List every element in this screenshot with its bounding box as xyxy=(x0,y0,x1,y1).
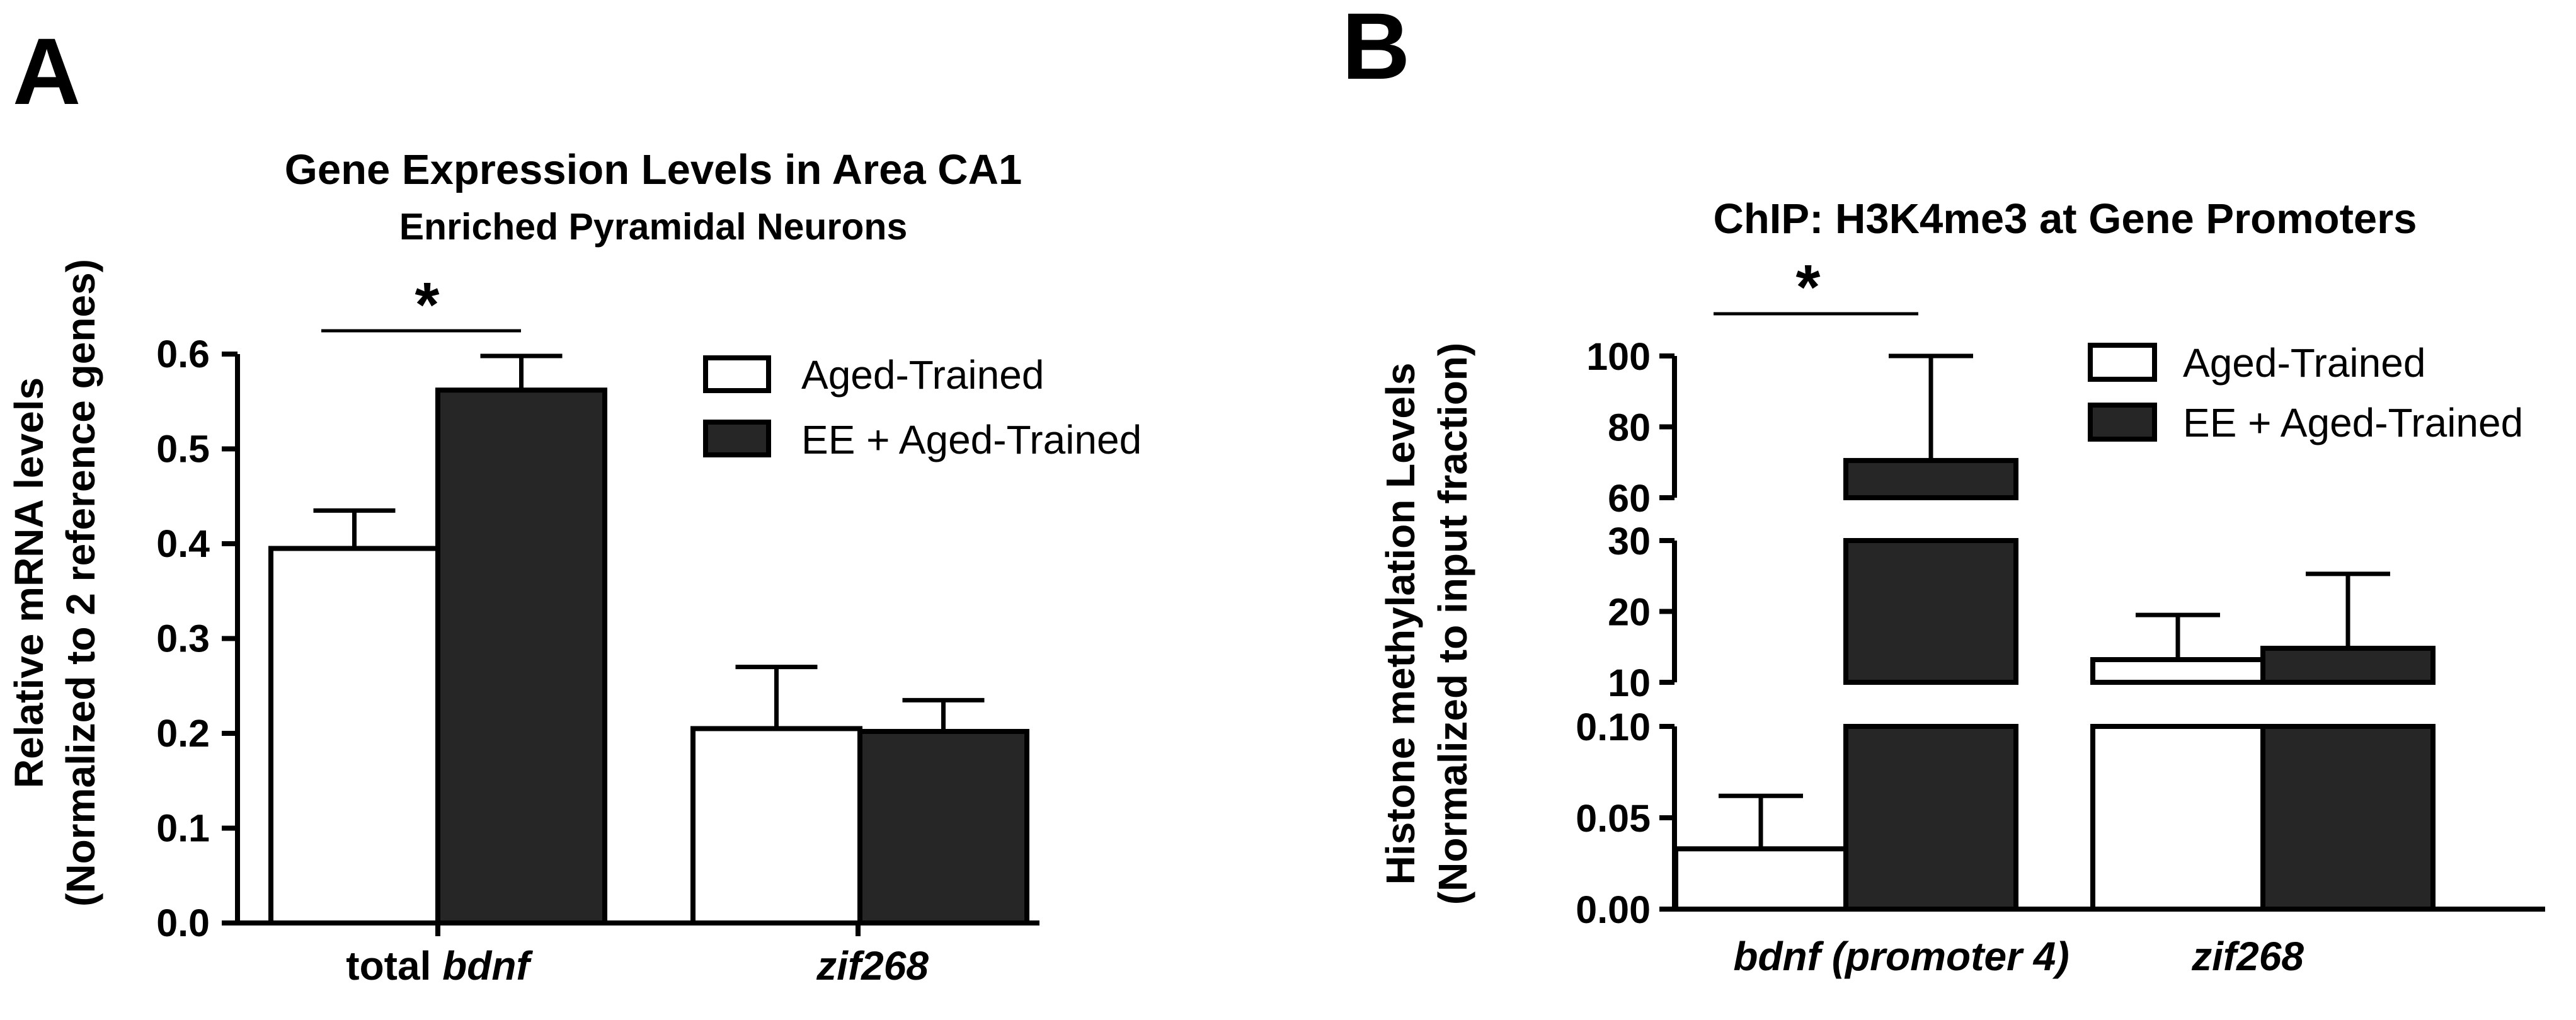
chart-b-bars xyxy=(1673,457,2436,912)
chart-a-category-1-prefix: total xyxy=(346,943,442,988)
bar-segment-2 xyxy=(2090,657,2265,685)
panel-a: A Gene Expression Levels in Area CA1 Enr… xyxy=(6,18,1142,988)
bar-segment-1 xyxy=(1843,724,2018,912)
chart-a-legend: Aged-Trained EE + Aged-Trained xyxy=(703,352,1142,462)
bar-segment-2 xyxy=(2260,646,2436,685)
chart-b-ytick-label-0-00: 0.00 xyxy=(1576,888,1651,931)
chart-a-ylabel-line1: Relative mRNA levels xyxy=(6,377,52,788)
bar-segment-1 xyxy=(2090,724,2265,912)
chart-b-errorbars xyxy=(1719,353,2390,849)
chart-a-category-2-gene: zif268 xyxy=(816,943,929,988)
chart-a-category-1: total bdnf xyxy=(346,943,533,988)
chart-b-ytick-label-30: 30 xyxy=(1608,520,1651,563)
chart-b-ylabel-line1: Histone methylation Levels xyxy=(1378,363,1423,885)
chart-b-ytick-label-60: 60 xyxy=(1608,477,1651,520)
chart-a-bar-ee-aged-trained-zif268 xyxy=(857,728,1029,925)
chart-a-legend-label-aged-trained: Aged-Trained xyxy=(801,352,1044,398)
chart-b-legend-label-ee-aged-trained: EE + Aged-Trained xyxy=(2183,400,2523,445)
chart-a-bar-aged-trained-zif268 xyxy=(690,726,862,925)
chart-a-errorbar-aged-trained-bdnf xyxy=(313,508,396,549)
chart-b-bar-aged-trained-bdnf-promoter-4 xyxy=(1673,846,1848,912)
chart-a-title: Gene Expression Levels in Area CA1 xyxy=(285,146,1022,193)
chart-a-errorbars xyxy=(313,353,985,731)
chart-a-errorbar-ee-aged-trained-bdnf xyxy=(480,353,563,391)
chart-a-legend-swatch-aged-trained xyxy=(703,355,771,393)
chart-b-ylabel-line2: (Normalized to input fraction) xyxy=(1430,343,1475,905)
chart-b-category-2: zif268 xyxy=(2191,934,2304,979)
chart-b-errorbar-ee-aged-trained-zif268 xyxy=(2306,571,2390,648)
chart-b-bar-ee-aged-trained-zif268 xyxy=(2260,646,2436,912)
chart-a-errorbar-ee-aged-trained-zif268 xyxy=(902,697,985,731)
chart-b-category-1: bdnf (promoter 4) xyxy=(1733,934,2069,979)
chart-b-errorbar-aged-trained-zif268 xyxy=(2136,612,2220,660)
chart-a-category-2: zif268 xyxy=(816,943,929,988)
chart-b-bar-aged-trained-zif268 xyxy=(2090,657,2265,912)
chart-b-ytick-label-20: 20 xyxy=(1608,591,1651,634)
chart-b-ytick-label-100: 100 xyxy=(1586,335,1651,378)
bar-segment-1 xyxy=(1673,846,1848,912)
chart-b-legend: Aged-Trained EE + Aged-Trained xyxy=(2088,340,2523,445)
chart-a-subtitle: Enriched Pyramidal Neurons xyxy=(399,206,908,248)
chart-a-ytick-label-0-0: 0.0 xyxy=(156,902,210,944)
chart-b-errorbar-ee-aged-trained-bdnf-promoter-4 xyxy=(1889,353,1973,461)
chart-a-bars xyxy=(268,387,1029,925)
panel-label-b: B xyxy=(1342,0,1410,99)
panel-label-a: A xyxy=(13,18,81,124)
chart-a-ytick-label-0-4: 0.4 xyxy=(156,522,210,565)
chart-a-ytick-label-0-1: 0.1 xyxy=(156,807,210,850)
chart-a-ytick-label-0-3: 0.3 xyxy=(156,617,210,660)
chart-b-bar-ee-aged-trained-bdnf-promoter-4 xyxy=(1843,457,2018,912)
bar-segment-2 xyxy=(1843,538,2018,685)
chart-b-legend-label-aged-trained: Aged-Trained xyxy=(2183,340,2425,386)
chart-a-legend-label-ee-aged-trained: EE + Aged-Trained xyxy=(801,417,1142,462)
chart-b-errorbar-aged-trained-bdnf-promoter-4 xyxy=(1719,793,1803,849)
chart-b-ytick-label-0-10: 0.10 xyxy=(1576,706,1651,748)
chart-b-significance-star: * xyxy=(1796,252,1821,323)
chart-a-legend-swatch-ee-aged-trained xyxy=(703,420,771,457)
chart-b-legend-swatch-ee-aged-trained xyxy=(2088,403,2157,442)
chart-a-bar-ee-aged-trained-bdnf xyxy=(435,387,607,925)
bar-segment-1 xyxy=(2260,724,2436,912)
bar-segment-3 xyxy=(1843,457,2018,500)
chart-a-bar-aged-trained-bdnf xyxy=(268,546,440,925)
chart-a-yaxis-ticks: 0.0 0.1 0.2 0.3 0.4 0.5 0.6 xyxy=(156,333,238,944)
chart-a-significance-star: * xyxy=(415,270,440,340)
chart-b-ytick-label-10: 10 xyxy=(1608,662,1651,704)
chart-b-ytick-label-0-05: 0.05 xyxy=(1576,797,1651,840)
chart-b-ytick-label-80: 80 xyxy=(1608,406,1651,449)
chart-a-errorbar-aged-trained-zif268 xyxy=(735,665,818,729)
chart-a-ytick-label-0-5: 0.5 xyxy=(156,428,210,471)
chart-a-category-1-gene: bdnf xyxy=(442,943,533,988)
chart-a-ytick-label-0-6: 0.6 xyxy=(156,333,210,375)
panel-b: B ChIP: H3K4me3 at Gene Promoters Histon… xyxy=(1342,0,2545,979)
chart-a-ylabel-line2: (Normalized to 2 reference genes) xyxy=(58,259,103,907)
chart-b-title: ChIP: H3K4me3 at Gene Promoters xyxy=(1713,195,2417,243)
chart-b-legend-swatch-aged-trained xyxy=(2088,343,2157,382)
chart-a-ytick-label-0-2: 0.2 xyxy=(156,712,210,755)
